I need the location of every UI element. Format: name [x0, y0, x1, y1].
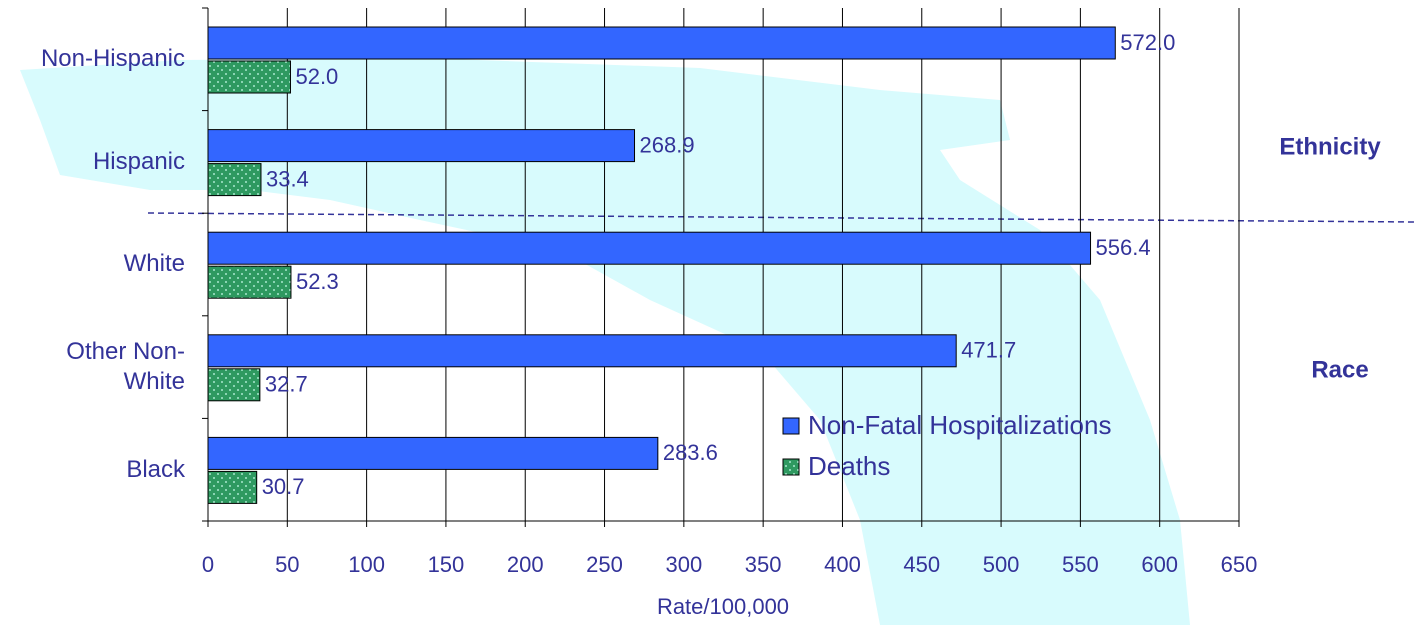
- x-tick-label: 50: [275, 552, 299, 577]
- value-label: 32.7: [265, 372, 308, 397]
- bar: [207, 436, 659, 470]
- y-tick-label: White: [123, 250, 185, 278]
- legend-label: Non-Fatal Hospitalizations: [808, 410, 1111, 440]
- x-tick-label: 550: [1062, 552, 1099, 577]
- legend-label: Deaths: [808, 451, 890, 481]
- group-divider: [147, 212, 1416, 223]
- y-tick-label: Hispanic: [92, 147, 185, 175]
- x-tick-label: 600: [1141, 552, 1178, 577]
- value-label: 33.4: [266, 166, 309, 191]
- bar: [207, 334, 957, 368]
- x-tick-label: 500: [983, 552, 1020, 577]
- x-tick-label: 150: [428, 552, 465, 577]
- bar: [207, 265, 292, 299]
- category-label-box: White: [0, 213, 185, 316]
- value-label: 30.7: [262, 474, 305, 499]
- value-label: 572.0: [1120, 30, 1175, 55]
- bar: [207, 368, 261, 402]
- bar: [207, 26, 1116, 60]
- bar: [207, 163, 262, 197]
- x-tick-label: 300: [665, 552, 702, 577]
- x-tick-label: 0: [202, 552, 214, 577]
- legend-swatch: [782, 417, 800, 435]
- value-label: 471.7: [961, 338, 1016, 363]
- x-tick-label: 400: [824, 552, 861, 577]
- x-axis-label: Rate/100,000: [657, 594, 789, 619]
- value-label: 52.3: [296, 269, 339, 294]
- x-tick-label: 100: [348, 552, 385, 577]
- legend-swatch: [782, 458, 800, 476]
- value-label: 556.4: [1096, 235, 1151, 260]
- value-label: 268.9: [640, 132, 695, 157]
- y-tick-label: Non-Hispanic: [40, 45, 185, 73]
- category-label-box: Black: [0, 418, 185, 521]
- group-label: Race: [1311, 356, 1368, 383]
- group-label: Ethnicity: [1279, 133, 1381, 160]
- category-label-box: Non-Hispanic: [0, 8, 185, 111]
- x-tick-label: 200: [507, 552, 544, 577]
- bar: [207, 60, 291, 94]
- x-tick-label: 450: [903, 552, 940, 577]
- bar: [207, 470, 258, 504]
- background-map: [20, 58, 1190, 625]
- value-label: 283.6: [663, 440, 718, 465]
- bar: [207, 129, 636, 163]
- x-tick-label: 650: [1221, 552, 1258, 577]
- x-tick-label: 350: [745, 552, 782, 577]
- y-tick-label: Black: [126, 455, 185, 483]
- value-label: 52.0: [295, 64, 338, 89]
- y-tick-label: Other Non-White: [66, 338, 185, 396]
- category-label-box: Other Non-White: [0, 316, 185, 419]
- x-tick-label: 250: [586, 552, 623, 577]
- bar: [207, 231, 1092, 265]
- category-label-box: Hispanic: [0, 111, 185, 214]
